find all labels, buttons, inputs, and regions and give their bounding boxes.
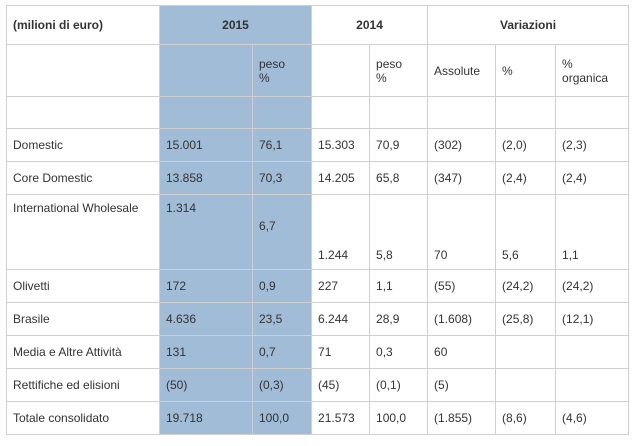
subheader-empty bbox=[6, 44, 160, 97]
peso-2014: 5,8 bbox=[369, 194, 429, 270]
variation-organic bbox=[555, 335, 630, 369]
variation-organic bbox=[555, 368, 630, 402]
variation-absolute: 60 bbox=[427, 335, 497, 369]
value-2015: (50) bbox=[159, 368, 253, 402]
table-row: International Wholesale 1.314 6,7 1.244 … bbox=[6, 194, 630, 270]
table-row: Rettifiche ed elisioni (50) (0,3) (45) (… bbox=[6, 368, 630, 402]
peso-2014: 1,1 bbox=[369, 269, 429, 303]
table-row: Core Domestic 13.858 70,3 14.205 65,8 (3… bbox=[6, 161, 630, 195]
variation-absolute: 70 bbox=[427, 194, 497, 270]
value-2015: 172 bbox=[159, 269, 253, 303]
assolute-subheader: Assolute bbox=[427, 44, 497, 97]
variations-header: Variazioni bbox=[427, 5, 630, 45]
peso-2014: 65,8 bbox=[369, 161, 429, 195]
table-row: Domestic 15.001 76,1 15.303 70,9 (302) (… bbox=[6, 128, 630, 162]
peso-2015: 76,1 bbox=[251, 128, 313, 162]
row-label: International Wholesale bbox=[6, 194, 160, 270]
peso-2014-subheader: peso % bbox=[369, 44, 429, 97]
variation-pct bbox=[495, 335, 557, 369]
table-subheader-row: peso % peso % Assolute % % organica bbox=[6, 44, 630, 97]
value-2014: 14.205 bbox=[311, 161, 371, 195]
year-2015-header: 2015 bbox=[158, 5, 313, 45]
value-2014: 21.573 bbox=[311, 401, 371, 435]
variation-absolute: (302) bbox=[427, 128, 497, 162]
value-2015: 15.001 bbox=[159, 128, 253, 162]
peso-2015: 6,7 bbox=[251, 194, 313, 270]
variation-pct: (2,4) bbox=[495, 161, 557, 195]
row-label: Core Domestic bbox=[6, 161, 160, 195]
blank-cell bbox=[555, 96, 630, 129]
peso-2015: 70,3 bbox=[251, 161, 313, 195]
variation-absolute: (5) bbox=[427, 368, 497, 402]
variation-pct bbox=[495, 368, 557, 402]
variation-pct: 5,6 bbox=[495, 194, 557, 270]
pct-subheader: % bbox=[495, 44, 557, 97]
value-2015: 4.636 bbox=[159, 302, 253, 336]
year-2014-header: 2014 bbox=[311, 5, 429, 45]
variation-pct: (2,0) bbox=[495, 128, 557, 162]
variation-absolute: (1.608) bbox=[427, 302, 497, 336]
pct-organica-subheader: % organica bbox=[555, 44, 630, 97]
variation-organic: (2,3) bbox=[555, 128, 630, 162]
variation-organic: (12,1) bbox=[555, 302, 630, 336]
peso-2015: 23,5 bbox=[251, 302, 313, 336]
variation-absolute: (1.855) bbox=[427, 401, 497, 435]
value-2014: (45) bbox=[311, 368, 371, 402]
variation-organic: (4,6) bbox=[555, 401, 630, 435]
peso-2014: 70,9 bbox=[369, 128, 429, 162]
row-label: Totale consolidato bbox=[6, 401, 160, 435]
peso-2015-subheader: peso % bbox=[251, 44, 313, 97]
variation-organic: (2,4) bbox=[555, 161, 630, 195]
blank-cell bbox=[251, 96, 313, 129]
value-2014: 15.303 bbox=[311, 128, 371, 162]
value-2014: 1.244 bbox=[311, 194, 371, 270]
table-row: Brasile 4.636 23,5 6.244 28,9 (1.608) (2… bbox=[6, 302, 630, 336]
row-label: Media e Altre Attività bbox=[6, 335, 160, 369]
row-label: Domestic bbox=[6, 128, 160, 162]
peso-2015: (0,3) bbox=[251, 368, 313, 402]
peso-2014: 0,3 bbox=[369, 335, 429, 369]
blank-cell bbox=[159, 96, 253, 129]
table-row: Olivetti 172 0,9 227 1,1 (55) (24,2) (24… bbox=[6, 269, 630, 303]
value-2015: 19.718 bbox=[159, 401, 253, 435]
row-label: Olivetti bbox=[6, 269, 160, 303]
value-2014-subheader bbox=[311, 44, 371, 97]
value-2014: 6.244 bbox=[311, 302, 371, 336]
blank-cell bbox=[427, 96, 497, 129]
unit-label: (milioni di euro) bbox=[6, 5, 160, 45]
variation-pct: (25,8) bbox=[495, 302, 557, 336]
peso-2015: 0,9 bbox=[251, 269, 313, 303]
table-header-row: (milioni di euro) 2015 2014 Variazioni bbox=[6, 5, 630, 45]
variation-absolute: (55) bbox=[427, 269, 497, 303]
value-2014: 71 bbox=[311, 335, 371, 369]
blank-cell bbox=[369, 96, 429, 129]
value-2015: 1.314 bbox=[159, 194, 253, 270]
row-label: Brasile bbox=[6, 302, 160, 336]
peso-2015: 100,0 bbox=[251, 401, 313, 435]
value-2015-subheader bbox=[159, 44, 253, 97]
peso-2014: (0,1) bbox=[369, 368, 429, 402]
blank-row bbox=[6, 96, 630, 129]
table-row: Totale consolidato 19.718 100,0 21.573 1… bbox=[6, 401, 630, 435]
peso-2014: 28,9 bbox=[369, 302, 429, 336]
variation-pct: (8,6) bbox=[495, 401, 557, 435]
table-row: Media e Altre Attività 131 0,7 71 0,3 60 bbox=[6, 335, 630, 369]
variation-organic: (24,2) bbox=[555, 269, 630, 303]
blank-cell bbox=[6, 96, 160, 129]
blank-cell bbox=[311, 96, 371, 129]
value-2014: 227 bbox=[311, 269, 371, 303]
peso-2015: 0,7 bbox=[251, 335, 313, 369]
variation-pct: (24,2) bbox=[495, 269, 557, 303]
value-2015: 131 bbox=[159, 335, 253, 369]
blank-cell bbox=[495, 96, 557, 129]
peso-2014: 100,0 bbox=[369, 401, 429, 435]
revenue-table: (milioni di euro) 2015 2014 Variazioni p… bbox=[6, 5, 630, 435]
value-2015: 13.858 bbox=[159, 161, 253, 195]
variation-organic: 1,1 bbox=[555, 194, 630, 270]
variation-absolute: (347) bbox=[427, 161, 497, 195]
row-label: Rettifiche ed elisioni bbox=[6, 368, 160, 402]
